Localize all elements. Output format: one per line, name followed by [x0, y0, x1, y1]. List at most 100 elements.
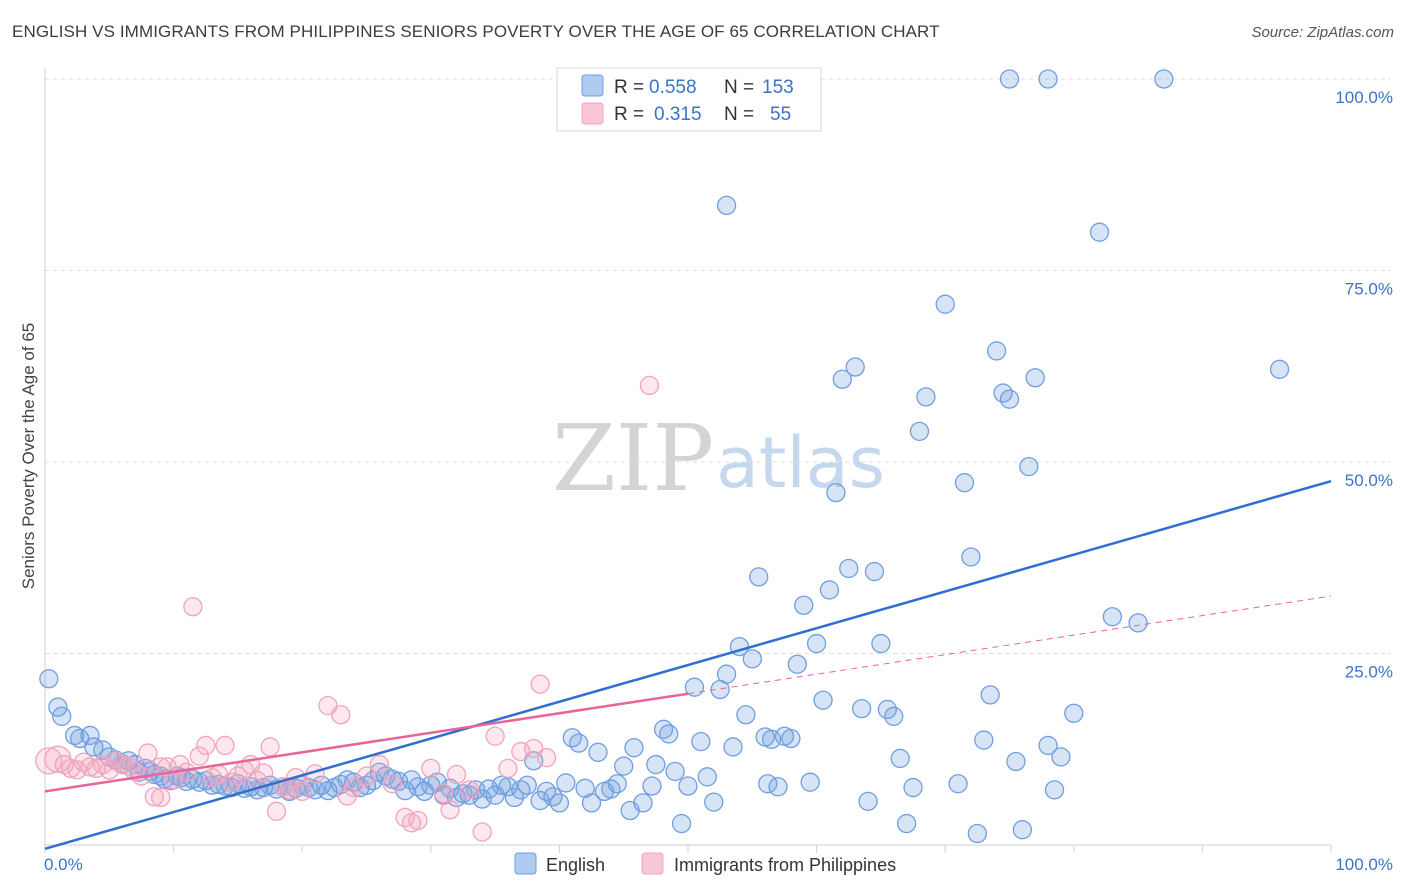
philippines-point-22 — [183, 597, 203, 617]
english-point-100 — [678, 776, 698, 796]
english-point-2 — [52, 706, 72, 726]
y-tick-label-0: 25.0% — [1345, 663, 1393, 682]
y-tick-label-2: 75.0% — [1345, 280, 1393, 299]
philippines-point-15 — [138, 743, 158, 763]
english-point-106 — [716, 664, 737, 684]
english-trend-line — [44, 479, 1332, 851]
philippines-point-24 — [196, 735, 216, 756]
grid-lines — [45, 78, 1391, 654]
english-point-136 — [903, 777, 923, 798]
legend-n-value-english: 153 — [762, 77, 794, 98]
english-point-93 — [633, 793, 653, 813]
english-point-128 — [851, 699, 872, 719]
english-point-115 — [768, 777, 788, 797]
english-point-102 — [691, 731, 711, 752]
axes — [44, 68, 1332, 853]
english-point-125 — [832, 369, 852, 389]
watermark-zip: ZIP — [552, 405, 714, 512]
english-point-158 — [1102, 607, 1123, 627]
english-point-157 — [1089, 222, 1110, 242]
bottom-legend-swatch-english — [514, 852, 537, 875]
english-point-99 — [671, 813, 692, 834]
english-point-150 — [1012, 820, 1033, 840]
philippines-point-44 — [343, 777, 364, 798]
watermark-atlas: atlas — [716, 422, 885, 504]
english-point-86 — [588, 742, 608, 762]
philippines-point-56 — [472, 822, 492, 842]
philippines-point-54 — [446, 764, 467, 785]
legend-n-label-english: N = — [724, 77, 754, 98]
philippines-point-21 — [176, 762, 197, 782]
legend-swatch-philippines — [581, 102, 604, 125]
english-point-144 — [974, 730, 994, 750]
english-point-124 — [826, 482, 846, 503]
english-point-155 — [1051, 747, 1071, 767]
english-point-83 — [569, 733, 589, 753]
philippines-point-50 — [408, 810, 428, 831]
philippines-point-62 — [536, 748, 557, 768]
english-point-127 — [845, 357, 865, 377]
philippines-point-45 — [356, 766, 377, 786]
english-point-109 — [736, 705, 756, 725]
english-point-149 — [1006, 751, 1026, 772]
english-point-81 — [556, 773, 576, 793]
english-point-131 — [871, 633, 891, 654]
philippines-point-64 — [151, 757, 171, 777]
philippines-point-27 — [215, 735, 235, 756]
legend-r-value-english: 0.558 — [649, 77, 697, 98]
english-point-107 — [723, 737, 743, 757]
philippines-point-35 — [266, 801, 287, 821]
trend-lines — [44, 479, 1332, 851]
x-tick-label-0: 0.0% — [44, 855, 83, 874]
source-label: Source: ZipAtlas.com — [1251, 24, 1394, 41]
english-point-3 — [64, 725, 85, 746]
philippines-point-32 — [247, 771, 267, 791]
english-point-156 — [1064, 703, 1084, 723]
english-point-164 — [716, 195, 737, 216]
y-axis-title: Seniors Poverty Over the Age of 65 — [19, 323, 38, 589]
english-point-0 — [39, 669, 59, 689]
english-point-117 — [781, 728, 801, 749]
y-tick-label-3: 100.0% — [1335, 88, 1393, 107]
philippines-trend-line-extension — [687, 595, 1332, 695]
philippines-point-55 — [459, 780, 480, 800]
english-point-159 — [1128, 613, 1148, 633]
english-point-126 — [839, 558, 859, 579]
philippines-point-39 — [292, 781, 312, 802]
philippines-point-57 — [485, 726, 505, 746]
english-point-89 — [607, 774, 627, 794]
english-point-85 — [581, 793, 602, 813]
english-point-123 — [819, 580, 840, 600]
philippines-point-47 — [382, 774, 402, 794]
legend-swatch-english — [581, 74, 604, 97]
english-point-92 — [624, 738, 644, 758]
english-point-152 — [1025, 368, 1045, 388]
english-point-104 — [704, 792, 724, 812]
english-point-120 — [800, 772, 820, 792]
english-point-154 — [1044, 780, 1065, 800]
english-point-121 — [806, 633, 827, 654]
philippines-point-42 — [331, 705, 351, 725]
bottom-legend-swatch-philippines — [641, 852, 664, 875]
english-point-143 — [967, 823, 987, 844]
philippines-point-46 — [369, 754, 390, 775]
english-point-75 — [517, 775, 537, 795]
english-point-141 — [954, 473, 975, 493]
tick-labels: 25.0% 50.0% 75.0% 100.0% 0.0% 100.0% — [44, 88, 1393, 874]
english-point-80 — [549, 793, 570, 813]
philippines-point-53 — [440, 800, 460, 820]
philippines-point-52 — [434, 784, 454, 804]
english-point-97 — [659, 724, 679, 744]
english-point-153 — [1038, 735, 1058, 756]
english-point-5 — [80, 725, 100, 746]
english-point-146 — [986, 341, 1007, 361]
philippines-trend-line — [44, 692, 689, 793]
english-point-111 — [749, 567, 769, 587]
english-point-73 — [504, 787, 525, 808]
x-tick-label-1: 100.0% — [1335, 855, 1393, 874]
english-point-110 — [742, 649, 762, 669]
english-point-122 — [813, 690, 833, 710]
watermark: ZIP atlas — [552, 405, 885, 512]
philippines-point-63 — [639, 375, 660, 396]
